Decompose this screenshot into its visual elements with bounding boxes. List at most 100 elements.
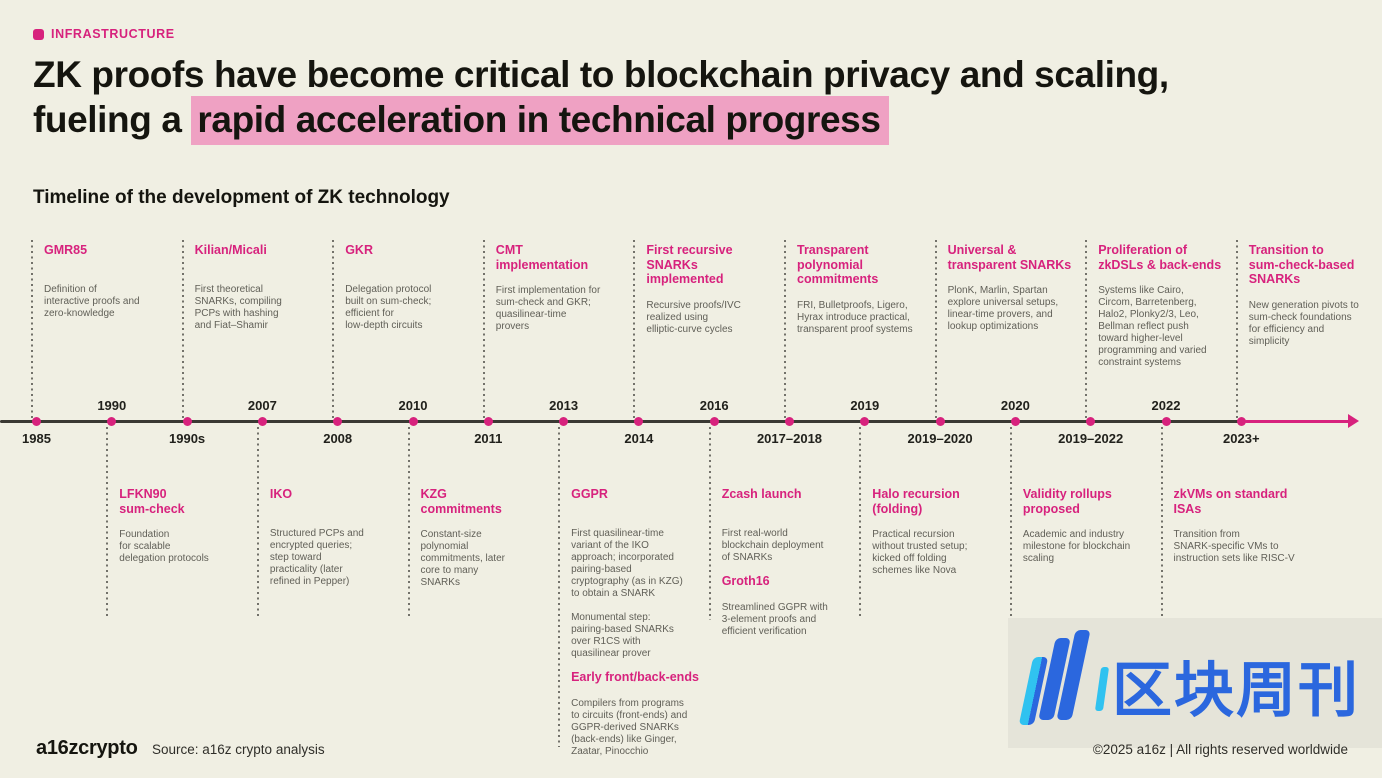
year-label: 2016 bbox=[699, 398, 729, 413]
entry-heading: Universal & transparent SNARKs bbox=[947, 243, 1072, 272]
timeline-dot bbox=[1161, 417, 1171, 426]
entry-heading: LFKN90 sum-check bbox=[119, 487, 185, 516]
timeline-entry-section: GKR Delegation protocol built on sum-chec… bbox=[345, 243, 484, 332]
entry-heading: Transparent polynomial commitments bbox=[797, 243, 879, 286]
entry-body: PlonK, Marlin, Spartan explore universal… bbox=[947, 285, 1059, 332]
entry-body: Constant-size polynomial commitments, la… bbox=[420, 529, 505, 588]
page-title: ZK proofs have become critical to blockc… bbox=[33, 52, 1353, 145]
entry-body: Definition of interactive proofs and zer… bbox=[44, 284, 140, 319]
category-tag: INFRASTRUCTURE bbox=[33, 27, 175, 41]
timeline-dot bbox=[935, 417, 945, 426]
timeline-dot bbox=[559, 417, 569, 426]
timeline-entry-section: zkVMs on standard ISAs Transition from SN… bbox=[1174, 487, 1313, 565]
entry-heading: Early front/back-ends bbox=[571, 670, 699, 684]
copyright-note: ©2025 a16z | All rights reserved worldwi… bbox=[1092, 742, 1348, 757]
year-label: 2007 bbox=[247, 398, 277, 413]
timeline-entry-section: Universal & transparent SNARKs PlonK, Mar… bbox=[948, 243, 1087, 333]
watermark-text: 区块周刊 bbox=[1112, 656, 1360, 726]
chart-subtitle: Timeline of the development of ZK techno… bbox=[33, 187, 450, 208]
entry-body: Recursive proofs/IVC realized using elli… bbox=[646, 299, 741, 335]
year-label: 2013 bbox=[549, 398, 579, 413]
entry-heading: Proliferation of zkDSLs & back-ends bbox=[1098, 243, 1222, 272]
timeline-entry: GMR85 Definition of interactive proofs an… bbox=[31, 240, 183, 418]
timeline-dot bbox=[408, 417, 418, 426]
title-line1: ZK proofs have become critical to blockc… bbox=[33, 54, 1169, 95]
entry-body: New generation pivots to sum-check found… bbox=[1248, 299, 1359, 347]
timeline-entry-section: Early front/back-ends Compilers from prog… bbox=[571, 670, 710, 758]
timeline-entry-section: KZG commitments Constant-size polynomial … bbox=[421, 487, 560, 589]
watermark-tick-icon bbox=[1094, 667, 1110, 711]
timeline-arrow-icon bbox=[1348, 414, 1359, 428]
timeline-entry-section: Validity rollups proposed Academic and in… bbox=[1023, 487, 1162, 565]
entry-heading: Halo recursion (folding) bbox=[872, 487, 960, 516]
entry-body: First real-world blockchain deployment o… bbox=[721, 528, 824, 563]
timeline-entry: GGPR First quasilinear-time variant of th… bbox=[558, 427, 711, 757]
entry-heading: Groth16 bbox=[721, 574, 770, 588]
timeline-dot bbox=[182, 417, 192, 426]
timeline-entry-section: Transition to sum-check-based SNARKs New … bbox=[1249, 243, 1382, 348]
timeline-entry: Transparent polynomial commitments FRI, B… bbox=[784, 240, 936, 418]
year-label: 2022 bbox=[1151, 398, 1181, 413]
timeline-entry-section: GGPR First quasilinear-time variant of th… bbox=[571, 487, 710, 660]
entry-body: Transition from SNARK-specific VMs to in… bbox=[1173, 529, 1295, 564]
timeline-dot bbox=[1086, 417, 1096, 426]
entry-heading: Zcash launch bbox=[721, 487, 802, 501]
timeline-entry-section: First recursive SNARKs implemented Recurs… bbox=[646, 243, 785, 336]
timeline-entry: LFKN90 sum-check Foundation for scalable … bbox=[106, 427, 259, 617]
entry-heading: GMR85 bbox=[44, 243, 88, 257]
entry-body: Academic and industry milestone for bloc… bbox=[1022, 529, 1131, 564]
timeline-entry: Kilian/Micali First theoretical SNARKs, c… bbox=[181, 240, 334, 418]
timeline-entry-section: Zcash launch First real-world blockchain … bbox=[722, 487, 861, 564]
entry-body: FRI, Bulletproofs, Ligero, Hyrax introdu… bbox=[797, 299, 913, 335]
tag-square-icon bbox=[33, 28, 44, 40]
timeline-entry-section: Kilian/Micali First theoretical SNARKs, c… bbox=[195, 243, 334, 332]
timeline-entry: Universal & transparent SNARKs PlonK, Mar… bbox=[934, 240, 1087, 418]
year-label: 2010 bbox=[398, 398, 428, 413]
timeline-entry: GKR Delegation protocol built on sum-chec… bbox=[332, 240, 485, 418]
entry-body: First quasilinear-time variant of the IK… bbox=[571, 528, 683, 659]
timeline-dot bbox=[107, 417, 117, 426]
timeline-entry-section: Halo recursion (folding) Practical recurs… bbox=[872, 487, 1011, 577]
tag-label: INFRASTRUCTURE bbox=[51, 27, 175, 41]
entry-body: Systems like Cairo, Circom, Barretenberg… bbox=[1098, 285, 1207, 368]
timeline-entry: Zcash launch First real-world blockchain … bbox=[708, 427, 861, 637]
timeline-arrow-line bbox=[1245, 420, 1350, 423]
entry-body: First theoretical SNARKs, compiling PCPs… bbox=[194, 284, 282, 331]
entry-body: Practical recursion without trusted setu… bbox=[872, 529, 968, 576]
entry-heading: Validity rollups proposed bbox=[1022, 487, 1112, 516]
timeline-dot bbox=[483, 417, 493, 426]
year-label: 1990 bbox=[97, 398, 127, 413]
entry-heading: KZG commitments bbox=[420, 487, 502, 516]
timeline-entry-section: IKO Structured PCPs and encrypted queries… bbox=[270, 487, 409, 588]
watermark: 区块周刊 bbox=[1018, 624, 1370, 744]
entry-heading: Kilian/Micali bbox=[194, 243, 267, 257]
timeline-entry-section: Proliferation of zkDSLs & back-ends Syste… bbox=[1098, 243, 1237, 369]
timeline-entry: zkVMs on standard ISAs Transition from SN… bbox=[1160, 427, 1313, 617]
entry-body: First implementation for sum-check and G… bbox=[495, 285, 601, 332]
timeline-entry-section: Groth16 Streamlined GGPR with 3-element p… bbox=[722, 574, 861, 638]
entry-body: Delegation protocol built on sum-check; … bbox=[345, 284, 432, 331]
timeline-dot bbox=[1010, 417, 1020, 426]
entry-heading: IKO bbox=[269, 487, 293, 501]
timeline-dot bbox=[709, 417, 719, 426]
title-line2-prefix: fueling a bbox=[33, 99, 192, 140]
timeline-entry: Transition to sum-check-based SNARKs New … bbox=[1235, 240, 1382, 418]
entry-body: Foundation for scalable delegation proto… bbox=[119, 529, 209, 564]
entry-heading: CMT implementation bbox=[495, 243, 589, 272]
timeline-dot bbox=[32, 417, 41, 426]
entry-heading: zkVMs on standard ISAs bbox=[1173, 487, 1288, 516]
entry-heading: GGPR bbox=[571, 487, 608, 501]
timeline-entry-section: CMT implementation First implementation f… bbox=[496, 243, 635, 333]
timeline-entry: First recursive SNARKs implemented Recurs… bbox=[633, 240, 786, 418]
title-highlight: rapid acceleration in technical progress bbox=[191, 96, 889, 145]
entry-heading: GKR bbox=[345, 243, 373, 257]
timeline-entry: Proliferation of zkDSLs & back-ends Syste… bbox=[1085, 240, 1238, 418]
timeline-dot bbox=[785, 417, 794, 426]
year-label: 1985 bbox=[22, 431, 51, 446]
timeline-dot bbox=[257, 417, 267, 426]
timeline-dot bbox=[1236, 417, 1246, 426]
entry-body: Structured PCPs and encrypted queries; s… bbox=[269, 528, 364, 587]
year-label: 2019 bbox=[850, 398, 880, 413]
